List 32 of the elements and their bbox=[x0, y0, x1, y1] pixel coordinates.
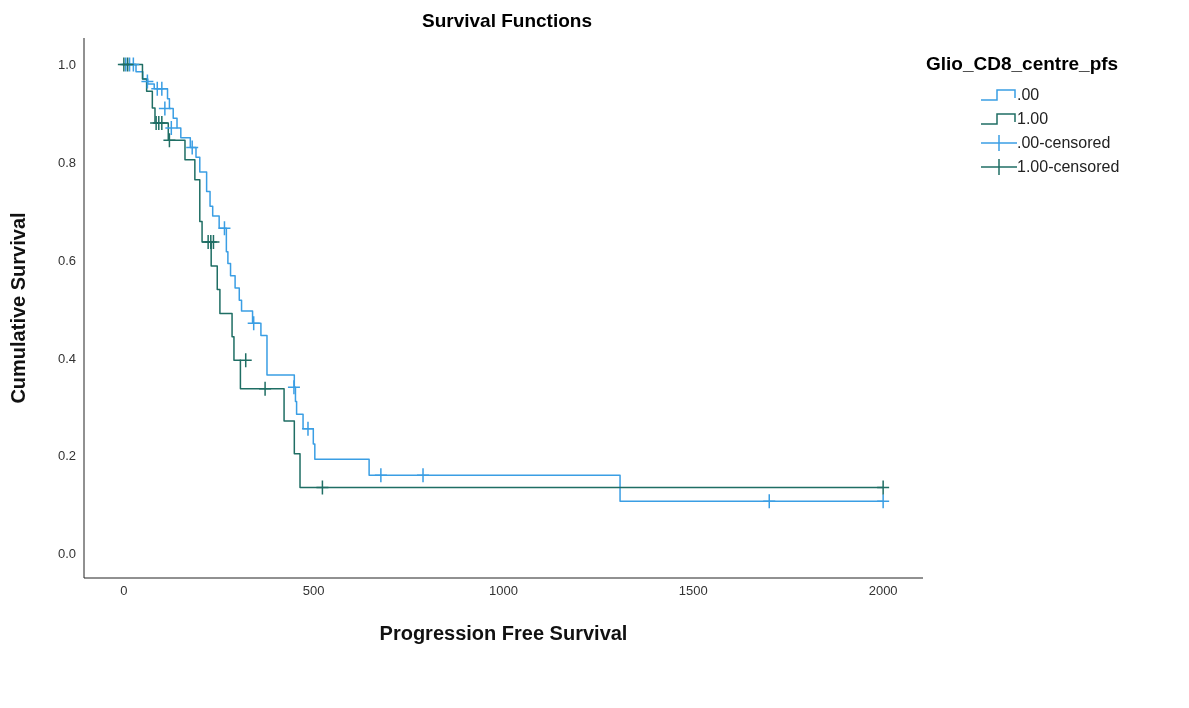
legend-label: 1.00 bbox=[1017, 110, 1049, 128]
point bbox=[140, 73, 155, 90]
y-tick-label: 0.0 bbox=[57, 546, 76, 562]
point bbox=[876, 493, 890, 509]
y-tick-label: 0.2 bbox=[57, 448, 76, 464]
point bbox=[158, 100, 172, 117]
point bbox=[246, 315, 261, 331]
legend-label: 1.00-censored bbox=[1017, 158, 1120, 176]
x-tick-label: 0 bbox=[120, 583, 128, 599]
point bbox=[217, 220, 232, 237]
point bbox=[258, 380, 272, 397]
point bbox=[164, 120, 179, 136]
y-tick-label: 0.8 bbox=[57, 154, 76, 170]
point bbox=[287, 379, 301, 395]
x-tick-label: 1500 bbox=[678, 583, 708, 599]
x-tick-label: 2000 bbox=[868, 583, 898, 599]
point bbox=[238, 352, 253, 369]
legend-label: .00 bbox=[1017, 86, 1040, 104]
x-tick-label: 1000 bbox=[489, 583, 518, 599]
y-tick-label: 0.6 bbox=[57, 252, 76, 268]
chart-title: Survival Functions bbox=[421, 10, 593, 32]
x-axis-title: Progression Free Survival bbox=[379, 622, 628, 644]
x-tick-label: 500 bbox=[302, 583, 325, 599]
y-tick-label: 1.0 bbox=[57, 57, 76, 73]
point bbox=[876, 479, 890, 496]
point bbox=[162, 132, 177, 148]
point bbox=[185, 139, 199, 156]
point bbox=[315, 479, 330, 496]
y-tick-label: 0.4 bbox=[57, 350, 76, 366]
legend-label: .00-censored bbox=[1017, 134, 1111, 152]
legend-title: Glio_CD8_centre_pfs bbox=[926, 53, 1120, 75]
y-axis-title: Cumulative Survival bbox=[7, 212, 30, 404]
